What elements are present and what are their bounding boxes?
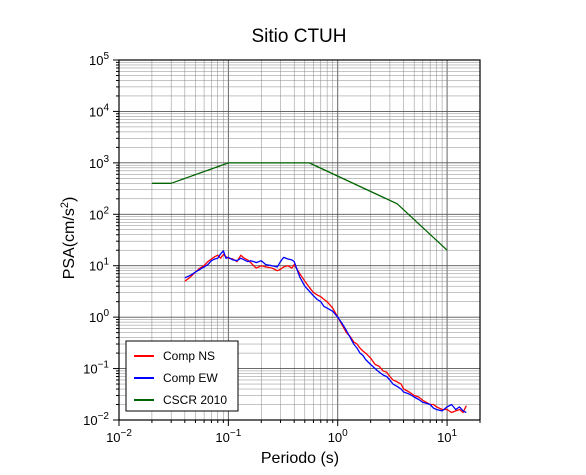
y-axis-label-sup: 2 — [59, 202, 71, 208]
series-line-comp-ew — [184, 250, 467, 414]
y-axis-label-end: ) — [61, 197, 78, 202]
series-lines — [151, 162, 467, 414]
y-axis-label-base: PSA(cm/s — [61, 208, 78, 279]
y-tick-label: 100 — [89, 308, 109, 325]
y-tick-label: 101 — [89, 257, 109, 274]
y-tick-label: 102 — [89, 205, 109, 222]
y-tick-label: 10−2 — [83, 411, 109, 428]
y-axis-label: PSA(cm/s2) — [59, 197, 78, 280]
legend: Comp NS Comp EW CSCR 2010 — [125, 340, 239, 412]
legend-label-comp-ew: Comp EW — [163, 371, 218, 385]
legend-label-cscr-2010: CSCR 2010 — [163, 393, 227, 407]
x-tick-labels: 10−2 10−1 100 101 — [106, 428, 457, 445]
plot-frame — [118, 59, 481, 421]
x-tick-label: 10−1 — [215, 428, 241, 445]
x-tick-label: 101 — [437, 428, 457, 445]
chart-title: Sitio CTUH — [251, 26, 346, 47]
y-tick-label: 104 — [89, 102, 109, 119]
y-tick-labels: 10−2 10−1 100 101 102 103 104 105 — [83, 51, 109, 428]
series-line-comp-ns — [184, 253, 467, 414]
y-tick-label: 105 — [89, 51, 109, 68]
series-line-cscr-2010 — [151, 162, 448, 251]
y-tick-label: 10−1 — [83, 360, 109, 377]
y-tick-label: 103 — [89, 154, 109, 171]
legend-label-comp-ns: Comp NS — [163, 349, 215, 363]
x-axis-label: Periodo (s) — [261, 450, 339, 467]
axis-ticks — [113, 59, 481, 426]
x-tick-label: 100 — [328, 428, 348, 445]
x-tick-label: 10−2 — [106, 428, 132, 445]
